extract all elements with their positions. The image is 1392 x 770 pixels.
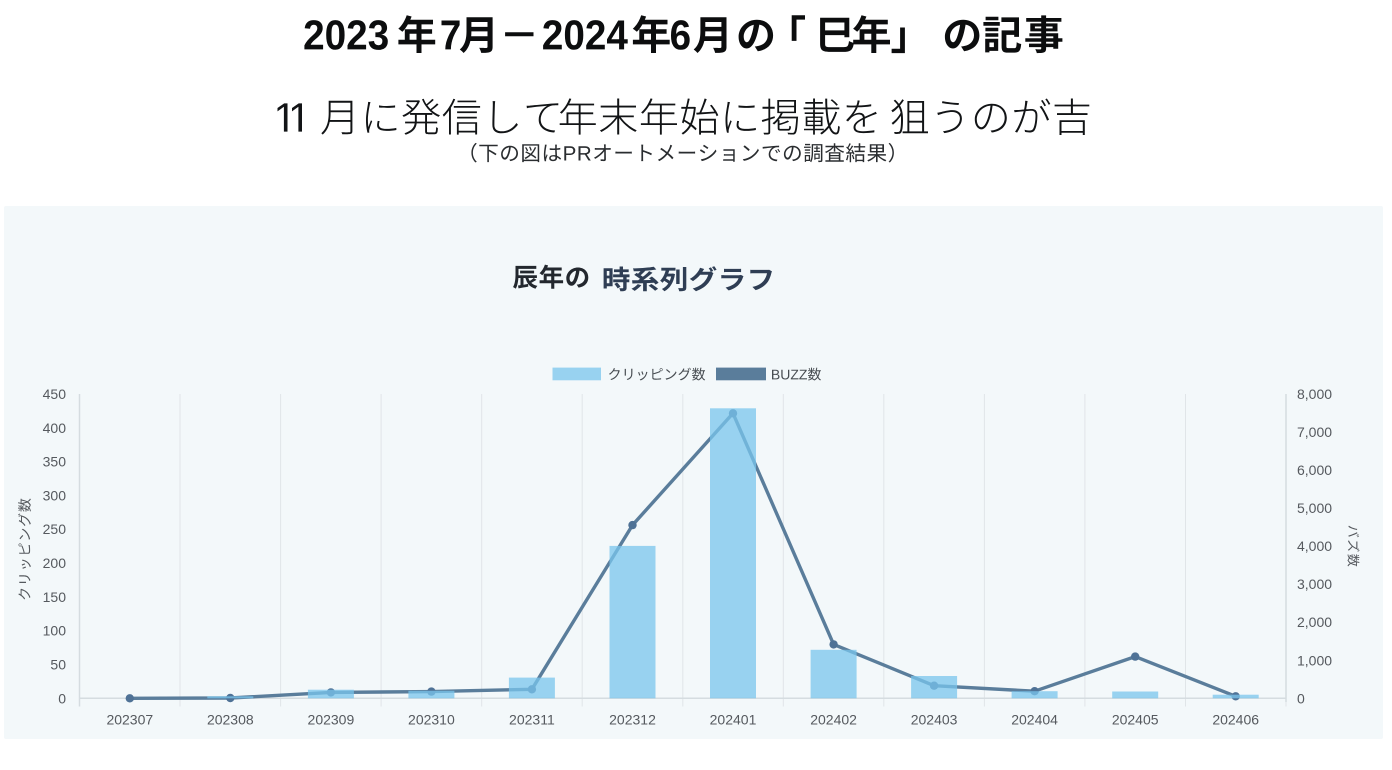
svg-text:202310: 202310	[408, 711, 455, 727]
svg-text:5,000: 5,000	[1297, 500, 1332, 516]
svg-text:450: 450	[43, 386, 67, 402]
svg-text:202401: 202401	[710, 711, 757, 727]
svg-text:202402: 202402	[810, 711, 857, 727]
svg-text:6,000: 6,000	[1297, 462, 1332, 478]
svg-text:0: 0	[58, 690, 66, 706]
svg-text:100: 100	[43, 623, 67, 639]
svg-text:202307: 202307	[106, 711, 153, 727]
svg-text:0: 0	[1297, 690, 1305, 706]
svg-text:4,000: 4,000	[1297, 538, 1332, 554]
svg-text:202308: 202308	[207, 711, 254, 727]
svg-text:250: 250	[43, 521, 67, 537]
svg-text:202311: 202311	[509, 711, 555, 727]
svg-text:350: 350	[43, 454, 67, 470]
svg-text:50: 50	[50, 657, 66, 673]
svg-text:150: 150	[43, 589, 67, 605]
svg-text:202406: 202406	[1212, 711, 1259, 727]
svg-text:7,000: 7,000	[1297, 424, 1332, 440]
svg-text:2,000: 2,000	[1297, 614, 1332, 630]
svg-text:3,000: 3,000	[1297, 576, 1332, 592]
svg-text:202403: 202403	[911, 711, 958, 727]
svg-text:300: 300	[43, 487, 67, 503]
svg-text:202405: 202405	[1112, 711, 1159, 727]
svg-text:200: 200	[43, 555, 67, 571]
svg-text:400: 400	[43, 420, 67, 436]
svg-text:8,000: 8,000	[1297, 386, 1332, 402]
svg-text:202404: 202404	[1011, 711, 1058, 727]
svg-text:1,000: 1,000	[1297, 652, 1332, 668]
svg-text:202309: 202309	[308, 711, 355, 727]
svg-text:202312: 202312	[609, 711, 656, 727]
